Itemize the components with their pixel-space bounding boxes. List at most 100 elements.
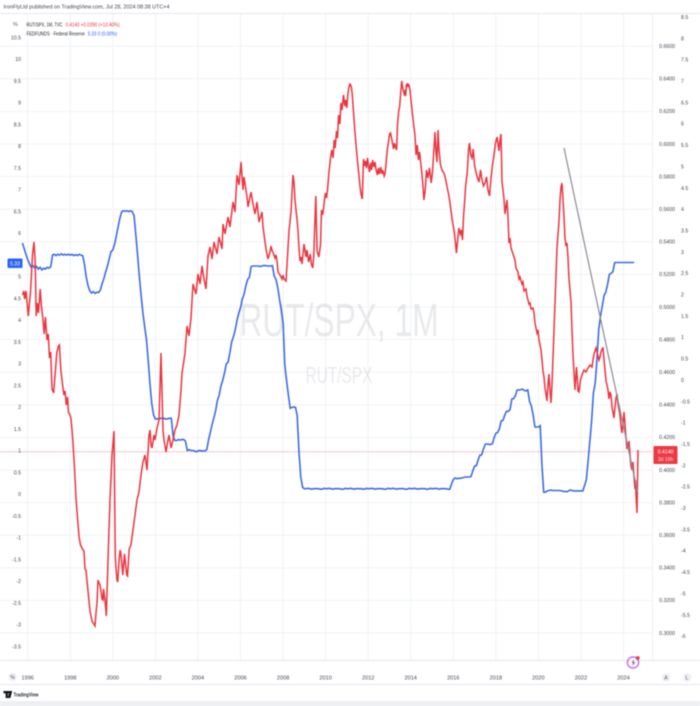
svg-text:3.5: 3.5 xyxy=(14,340,21,346)
svg-text:-6: -6 xyxy=(681,634,686,640)
svg-text:2004: 2004 xyxy=(192,676,204,682)
svg-text:1.5: 1.5 xyxy=(681,314,688,320)
svg-text:0.6200: 0.6200 xyxy=(659,109,675,115)
svg-text:0.5600: 0.5600 xyxy=(659,207,675,213)
svg-text:-4: -4 xyxy=(681,549,686,555)
svg-text:0: 0 xyxy=(18,492,21,498)
svg-text:4: 4 xyxy=(681,207,684,213)
svg-text:0.5800: 0.5800 xyxy=(659,174,675,180)
svg-text:6: 6 xyxy=(681,122,684,128)
svg-text:-0.5: -0.5 xyxy=(681,399,690,405)
svg-text:-4.5: -4.5 xyxy=(681,570,690,576)
svg-text:6.5: 6.5 xyxy=(681,100,688,106)
svg-text:0.5: 0.5 xyxy=(14,470,21,476)
svg-text:8: 8 xyxy=(18,144,21,150)
svg-text:A: A xyxy=(664,676,668,682)
svg-text:-3.5: -3.5 xyxy=(681,527,690,533)
svg-text:0.5200: 0.5200 xyxy=(659,272,675,278)
svg-text:3: 3 xyxy=(18,362,21,368)
svg-text:2.5: 2.5 xyxy=(14,383,21,389)
svg-text:5.33: 5.33 xyxy=(10,262,20,268)
svg-text:0.4200: 0.4200 xyxy=(659,435,675,441)
svg-text:0.3400: 0.3400 xyxy=(659,566,675,572)
svg-text:2018: 2018 xyxy=(490,676,502,682)
svg-text:2002: 2002 xyxy=(149,676,161,682)
svg-text:4.5: 4.5 xyxy=(14,296,21,302)
svg-text:1.5: 1.5 xyxy=(14,427,21,433)
svg-text:3.5: 3.5 xyxy=(681,229,688,235)
svg-text:-1: -1 xyxy=(16,536,21,542)
svg-text:5: 5 xyxy=(681,164,684,170)
svg-text:7: 7 xyxy=(18,188,21,194)
svg-text:TradingView: TradingView xyxy=(14,693,39,699)
svg-text:5.33 0 (0.00%): 5.33 0 (0.00%) xyxy=(88,32,118,38)
svg-text:0.6400: 0.6400 xyxy=(659,77,675,83)
svg-text:0.4000: 0.4000 xyxy=(659,468,675,474)
svg-text:10: 10 xyxy=(15,57,21,63)
svg-text:FEDFUNDS · Federal Reserve: FEDFUNDS · Federal Reserve xyxy=(27,32,85,38)
svg-text:10.5: 10.5 xyxy=(11,35,21,41)
svg-text:1996: 1996 xyxy=(21,676,33,682)
svg-text:0.4600: 0.4600 xyxy=(659,370,675,376)
svg-text:8.5: 8.5 xyxy=(681,15,688,21)
svg-text:1998: 1998 xyxy=(64,676,76,682)
svg-text:0.3200: 0.3200 xyxy=(659,598,675,604)
svg-text:-3: -3 xyxy=(681,506,686,512)
svg-text:0.4400: 0.4400 xyxy=(659,403,675,409)
svg-text:2000: 2000 xyxy=(107,676,119,682)
svg-text:0.6000: 0.6000 xyxy=(659,142,675,148)
svg-text:0.4140 +0.0390 (+10.40%): 0.4140 +0.0390 (+10.40%) xyxy=(66,22,120,28)
svg-text:5.5: 5.5 xyxy=(681,143,688,149)
svg-text:-1.5: -1.5 xyxy=(12,557,21,563)
svg-text:3: 3 xyxy=(681,250,684,256)
svg-text:-5: -5 xyxy=(681,591,686,597)
svg-text:-5.5: -5.5 xyxy=(681,613,690,619)
svg-text:%: % xyxy=(10,675,15,681)
svg-text:7.5: 7.5 xyxy=(14,166,21,172)
svg-text:0.3600: 0.3600 xyxy=(659,533,675,539)
svg-text:2: 2 xyxy=(18,405,21,411)
svg-text:2.5: 2.5 xyxy=(681,271,688,277)
svg-text:RUT/SPX, 1M, TVC: RUT/SPX, 1M, TVC xyxy=(27,22,63,28)
svg-text:2022: 2022 xyxy=(575,676,587,682)
svg-text:-3: -3 xyxy=(16,623,21,629)
svg-text:L: L xyxy=(686,676,689,682)
svg-text:7: 7 xyxy=(681,79,684,85)
svg-text:2: 2 xyxy=(681,293,684,299)
svg-text:8.5: 8.5 xyxy=(14,122,21,128)
svg-text:0: 0 xyxy=(681,378,684,384)
svg-text:0.3800: 0.3800 xyxy=(659,500,675,506)
svg-text:2024: 2024 xyxy=(617,676,629,682)
svg-text:-2.5: -2.5 xyxy=(12,601,21,607)
svg-text:4.5: 4.5 xyxy=(681,186,688,192)
svg-text:IronFlyLtd published on Tradin: IronFlyLtd published on TradingView.com,… xyxy=(4,5,170,11)
svg-text:RUT/SPX, 1M: RUT/SPX, 1M xyxy=(239,295,438,346)
svg-text:9.5: 9.5 xyxy=(14,79,21,85)
svg-text:-2.5: -2.5 xyxy=(681,485,690,491)
svg-text:7.5: 7.5 xyxy=(681,58,688,64)
svg-text:0.3000: 0.3000 xyxy=(659,631,675,637)
svg-text:9: 9 xyxy=(18,101,21,107)
svg-text:0.6600: 0.6600 xyxy=(659,44,675,50)
svg-text:-2: -2 xyxy=(16,579,21,585)
svg-text:3d 16h: 3d 16h xyxy=(658,457,674,463)
svg-text:0.5: 0.5 xyxy=(681,357,688,363)
svg-text:2016: 2016 xyxy=(447,676,459,682)
svg-text:2010: 2010 xyxy=(319,676,331,682)
svg-text:-0.5: -0.5 xyxy=(12,514,21,520)
svg-text:2020: 2020 xyxy=(532,676,544,682)
svg-text:-2: -2 xyxy=(681,463,686,469)
svg-text:0.4800: 0.4800 xyxy=(659,337,675,343)
svg-text:4: 4 xyxy=(18,318,21,324)
svg-text:2008: 2008 xyxy=(277,676,289,682)
svg-text:5: 5 xyxy=(18,275,21,281)
svg-text:-3.5: -3.5 xyxy=(12,644,21,650)
svg-text:1: 1 xyxy=(18,449,21,455)
svg-text:%: % xyxy=(13,22,18,28)
svg-text:8: 8 xyxy=(681,36,684,42)
svg-text:2014: 2014 xyxy=(404,676,416,682)
svg-text:0.5000: 0.5000 xyxy=(659,305,675,311)
svg-text:-1.5: -1.5 xyxy=(681,442,690,448)
svg-text:6: 6 xyxy=(18,231,21,237)
svg-text:0.4140: 0.4140 xyxy=(658,450,674,456)
